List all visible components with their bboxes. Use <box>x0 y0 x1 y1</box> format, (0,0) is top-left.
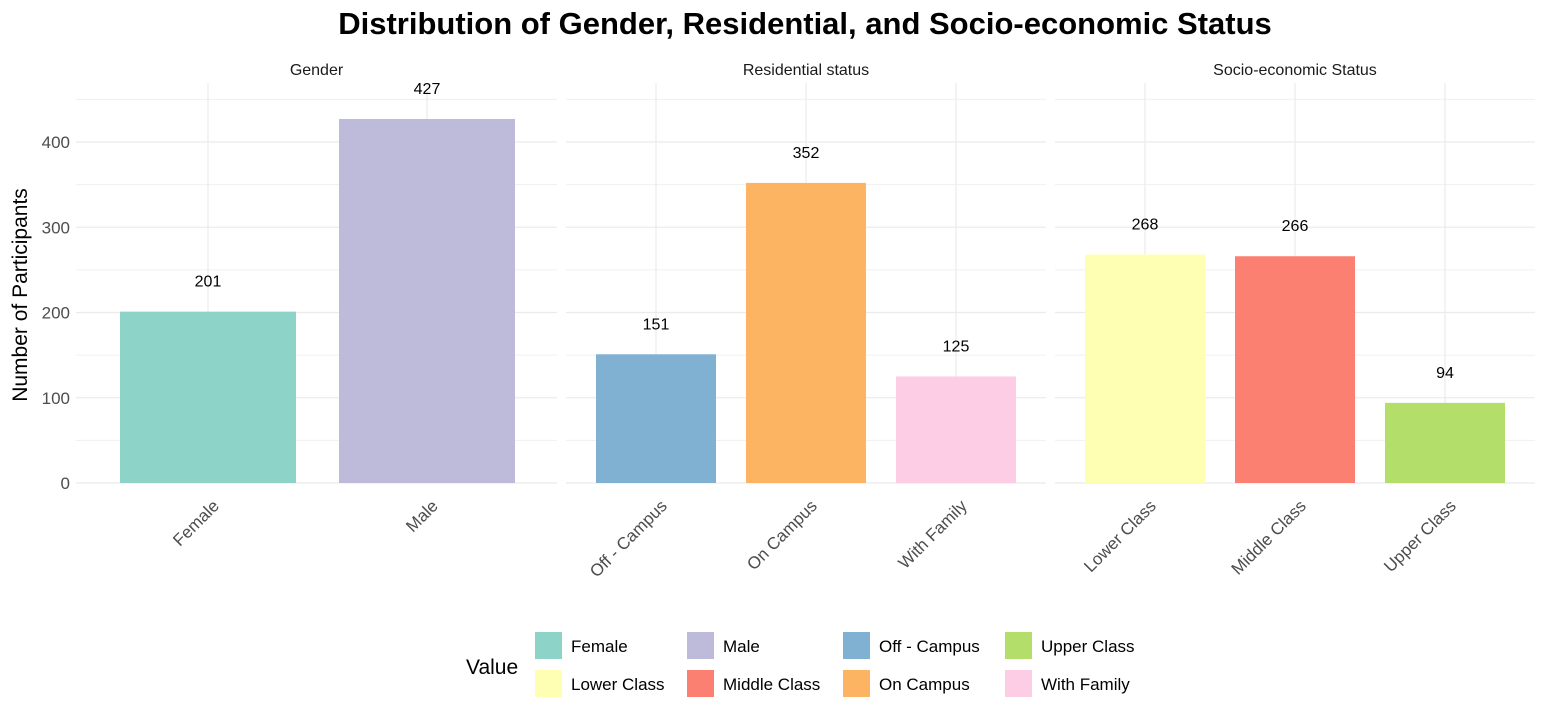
legend-swatch <box>1005 670 1032 697</box>
legend-item: Lower Class <box>535 670 665 697</box>
legend-label: On Campus <box>879 675 970 694</box>
legend-swatch <box>843 670 870 697</box>
y-tick-label: 300 <box>42 218 70 237</box>
bar <box>896 376 1016 483</box>
legend-item: On Campus <box>843 670 970 697</box>
legend-label: Off - Campus <box>879 637 980 656</box>
bar <box>120 311 296 483</box>
bar <box>746 182 866 484</box>
legend-label: Female <box>571 637 628 656</box>
legend-label: Lower Class <box>571 675 665 694</box>
x-tick-label: Lower Class <box>1080 496 1160 576</box>
facet-strip-label: Residential status <box>743 62 869 79</box>
legend-item: Male <box>687 632 760 659</box>
bar <box>339 118 515 484</box>
legend-item: Middle Class <box>687 670 820 697</box>
legend-title: Value <box>466 656 518 679</box>
x-tick-label: With Family <box>895 496 972 573</box>
facet-panel: Socio-economic Status 268 Lower Class 266 Mi… <box>1055 62 1535 579</box>
x-tick-label: Upper Class <box>1380 496 1460 576</box>
facet-strip-label: Socio-economic Status <box>1213 62 1377 79</box>
x-tick-label: On Campus <box>743 496 821 574</box>
legend-label: Male <box>723 637 760 656</box>
y-tick-label: 400 <box>42 133 70 152</box>
y-axis-label: Number of Participants <box>9 188 32 402</box>
legend-item: Upper Class <box>1005 632 1135 659</box>
x-tick-label: Middle Class <box>1228 496 1310 578</box>
legend-item: Female <box>535 632 628 659</box>
legend-swatch <box>687 632 714 659</box>
legend-swatch <box>843 632 870 659</box>
x-tick-label: Off - Campus <box>586 496 671 581</box>
x-tick-label: Female <box>169 496 223 550</box>
legend-swatch <box>687 670 714 697</box>
facet-panel: Gender 201 Female 427 Male <box>76 62 557 550</box>
legend-swatch <box>535 670 562 697</box>
legend: Value Female Male Off - Campus Upper Class Lo… <box>466 632 1135 697</box>
legend-item: With Family <box>1005 670 1130 697</box>
bar <box>1085 254 1205 483</box>
chart-title: Distribution of Gender, Residential, and… <box>338 6 1272 41</box>
y-tick-label: 0 <box>61 474 70 493</box>
legend-swatch <box>535 632 562 659</box>
data-label: 125 <box>943 338 970 355</box>
legend-item: Off - Campus <box>843 632 980 659</box>
bar <box>1385 402 1505 483</box>
y-tick-label: 100 <box>42 389 70 408</box>
y-tick-label: 200 <box>42 304 70 323</box>
data-label: 94 <box>1436 365 1454 382</box>
bar <box>596 354 716 483</box>
legend-label: Middle Class <box>723 675 820 694</box>
x-tick-label: Male <box>402 496 441 535</box>
data-label: 266 <box>1282 218 1309 235</box>
data-label: 201 <box>195 274 222 291</box>
data-label: 427 <box>414 81 441 98</box>
bar <box>1235 256 1355 483</box>
legend-label: With Family <box>1041 675 1130 694</box>
data-label: 268 <box>1132 217 1159 234</box>
facet-strip-label: Gender <box>290 62 344 79</box>
data-label: 352 <box>793 145 820 162</box>
facet-panel: Residential status 151 Off - Campus 352 On C… <box>566 62 1046 581</box>
legend-label: Upper Class <box>1041 637 1135 656</box>
data-label: 151 <box>643 316 670 333</box>
legend-swatch <box>1005 632 1032 659</box>
